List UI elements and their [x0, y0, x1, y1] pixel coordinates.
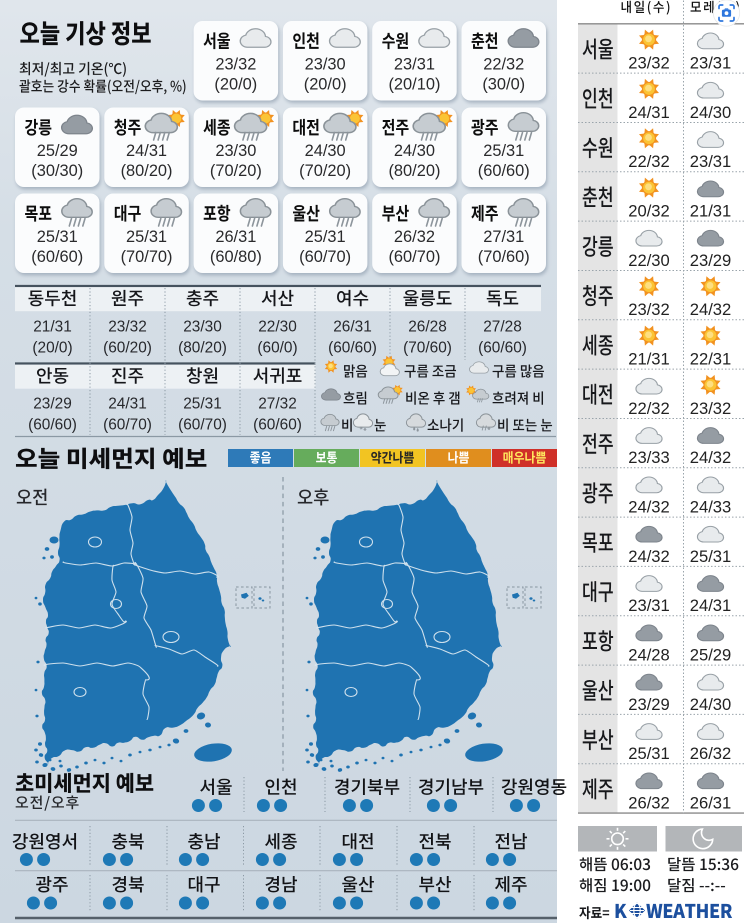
svg-text:(70/20): (70/20) — [299, 162, 351, 180]
svg-text:(30/0): (30/0) — [482, 76, 525, 94]
svg-text:24/30: 24/30 — [690, 103, 732, 122]
svg-text:25/31: 25/31 — [483, 142, 524, 160]
svg-text:24/32: 24/32 — [628, 497, 670, 516]
svg-text:(60/60): (60/60) — [31, 248, 83, 266]
svg-text:27/28: 27/28 — [483, 319, 522, 336]
svg-text:26/28: 26/28 — [408, 319, 447, 336]
svg-text:26/31: 26/31 — [690, 793, 732, 812]
svg-text:(60/60): (60/60) — [253, 417, 302, 434]
svg-text:22/30: 22/30 — [258, 319, 297, 336]
svg-text:25/31: 25/31 — [305, 228, 346, 246]
svg-text:(60/70): (60/70) — [178, 417, 227, 434]
svg-text:22/31: 22/31 — [690, 349, 732, 368]
svg-text:26/32: 26/32 — [628, 793, 670, 812]
svg-text:(30/30): (30/30) — [31, 162, 83, 180]
svg-text:25/31: 25/31 — [183, 396, 222, 413]
svg-text:24/32: 24/32 — [690, 300, 732, 319]
svg-text:24/31: 24/31 — [690, 596, 732, 615]
svg-text:(60/80): (60/80) — [210, 248, 262, 266]
svg-text:26/31: 26/31 — [215, 228, 256, 246]
svg-text:21/31: 21/31 — [690, 201, 732, 220]
svg-text:23/33: 23/33 — [628, 448, 670, 467]
svg-text:25/31: 25/31 — [37, 228, 78, 246]
svg-text:27/32: 27/32 — [258, 396, 297, 413]
svg-text:25/31: 25/31 — [690, 547, 732, 566]
svg-text:23/31: 23/31 — [394, 56, 435, 74]
svg-text:25/31: 25/31 — [126, 228, 167, 246]
svg-text:24/31: 24/31 — [628, 103, 670, 122]
svg-text:26/32: 26/32 — [394, 228, 435, 246]
svg-text:24/30: 24/30 — [394, 142, 435, 160]
svg-text:21/31: 21/31 — [628, 349, 670, 368]
svg-text:23/32: 23/32 — [628, 54, 670, 73]
svg-text:23/29: 23/29 — [628, 695, 670, 714]
svg-text:24/30: 24/30 — [690, 695, 732, 714]
svg-text:26/32: 26/32 — [690, 744, 732, 763]
svg-text:24/32: 24/32 — [628, 547, 670, 566]
svg-text:22/32: 22/32 — [628, 152, 670, 171]
svg-text:(60/70): (60/70) — [388, 248, 440, 266]
svg-text:(80/20): (80/20) — [178, 340, 227, 357]
svg-text:(20/0): (20/0) — [304, 76, 347, 94]
svg-text:23/32: 23/32 — [215, 56, 256, 74]
svg-text:22/32: 22/32 — [628, 399, 670, 418]
svg-text:(60/60): (60/60) — [28, 417, 77, 434]
svg-text:23/31: 23/31 — [690, 152, 732, 171]
svg-text:23/30: 23/30 — [215, 142, 256, 160]
svg-text:24/28: 24/28 — [628, 645, 670, 664]
svg-text:24/31: 24/31 — [108, 396, 147, 413]
svg-text:24/30: 24/30 — [305, 142, 346, 160]
svg-text:(70/20): (70/20) — [210, 162, 262, 180]
svg-text:23/31: 23/31 — [690, 54, 732, 73]
svg-text:23/30: 23/30 — [183, 319, 222, 336]
svg-text:24/33: 24/33 — [690, 497, 732, 516]
svg-text:(60/60): (60/60) — [328, 340, 377, 357]
svg-text:(70/60): (70/60) — [403, 340, 452, 357]
svg-text:26/31: 26/31 — [333, 319, 372, 336]
svg-text:27/31: 27/31 — [483, 228, 524, 246]
svg-text:23/29: 23/29 — [33, 396, 72, 413]
svg-text:25/29: 25/29 — [37, 142, 78, 160]
svg-text:23/32: 23/32 — [628, 300, 670, 319]
svg-text:23/31: 23/31 — [628, 596, 670, 615]
svg-text:(80/20): (80/20) — [121, 162, 173, 180]
svg-text:21/31: 21/31 — [33, 319, 72, 336]
svg-text:(60/70): (60/70) — [103, 417, 152, 434]
svg-text:(20/10): (20/10) — [388, 76, 440, 94]
svg-text:22/30: 22/30 — [628, 251, 670, 270]
svg-text:(20/0): (20/0) — [32, 340, 72, 357]
svg-text:(80/20): (80/20) — [388, 162, 440, 180]
svg-text:24/31: 24/31 — [126, 142, 167, 160]
svg-text:(70/70): (70/70) — [121, 248, 173, 266]
svg-text:23/32: 23/32 — [108, 319, 147, 336]
svg-text:24/32: 24/32 — [690, 448, 732, 467]
svg-text:23/32: 23/32 — [690, 399, 732, 418]
svg-text:25/31: 25/31 — [628, 744, 670, 763]
svg-text:(60/20): (60/20) — [103, 340, 152, 357]
svg-text:20/32: 20/32 — [628, 201, 670, 220]
svg-text:22/32: 22/32 — [483, 56, 524, 74]
svg-text:(60/60): (60/60) — [478, 340, 527, 357]
svg-text:(20/0): (20/0) — [214, 76, 257, 94]
svg-text:25/29: 25/29 — [690, 645, 732, 664]
svg-text:23/30: 23/30 — [305, 56, 346, 74]
svg-text:23/29: 23/29 — [690, 251, 732, 270]
svg-text:(60/70): (60/70) — [299, 248, 351, 266]
svg-text:(70/60): (70/60) — [478, 248, 530, 266]
svg-text:(60/0): (60/0) — [257, 340, 297, 357]
svg-text:(60/60): (60/60) — [478, 162, 530, 180]
